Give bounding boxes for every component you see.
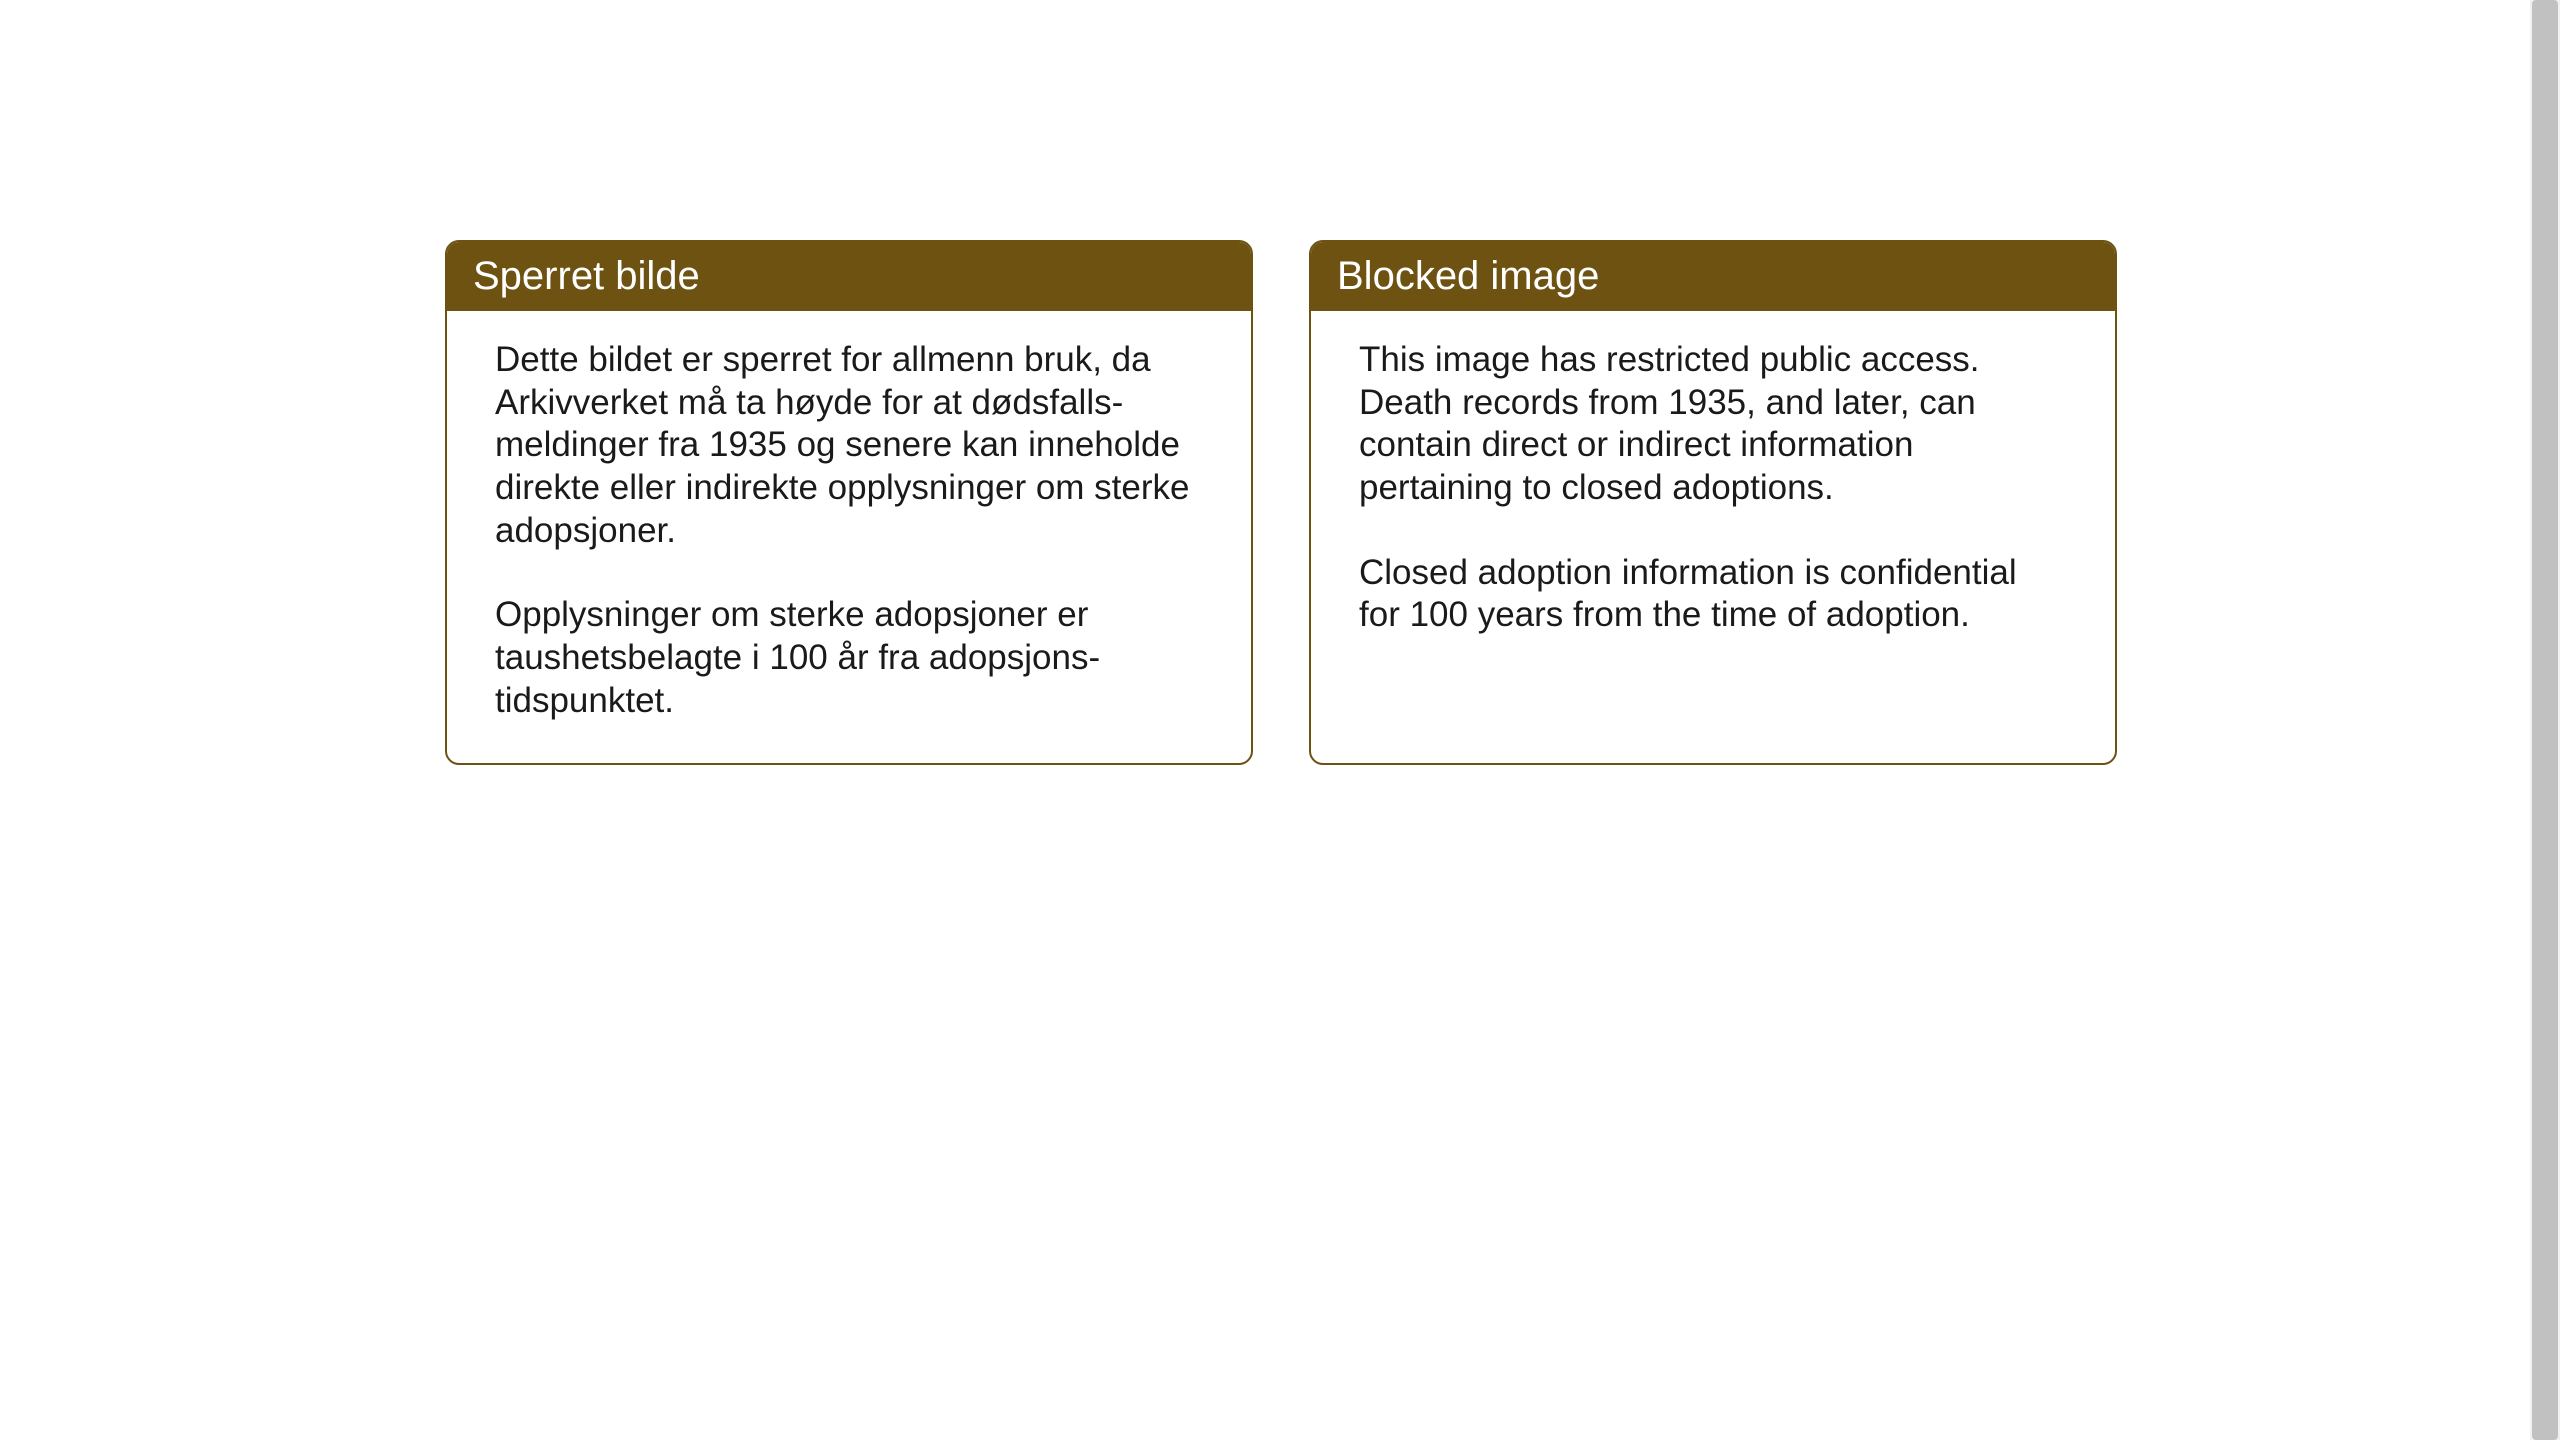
scrollbar-thumb[interactable]: [2532, 0, 2558, 1440]
notice-cards-container: Sperret bilde Dette bildet er sperret fo…: [445, 240, 2117, 765]
scrollbar-track[interactable]: [2530, 0, 2560, 1440]
card-title-english: Blocked image: [1337, 254, 1599, 298]
card-header-english: Blocked image: [1311, 242, 2115, 311]
card-body-norwegian: Dette bildet er sperret for allmenn bruk…: [447, 311, 1251, 763]
card-paragraph: Dette bildet er sperret for allmenn bruk…: [495, 339, 1203, 552]
notice-card-english: Blocked image This image has restricted …: [1309, 240, 2117, 765]
notice-card-norwegian: Sperret bilde Dette bildet er sperret fo…: [445, 240, 1253, 765]
card-paragraph: This image has restricted public access.…: [1359, 339, 2067, 510]
card-header-norwegian: Sperret bilde: [447, 242, 1251, 311]
card-paragraph: Opplysninger om sterke adopsjoner er tau…: [495, 594, 1203, 722]
card-paragraph: Closed adoption information is confident…: [1359, 552, 2067, 637]
card-body-english: This image has restricted public access.…: [1311, 311, 2115, 753]
card-title-norwegian: Sperret bilde: [473, 254, 700, 298]
